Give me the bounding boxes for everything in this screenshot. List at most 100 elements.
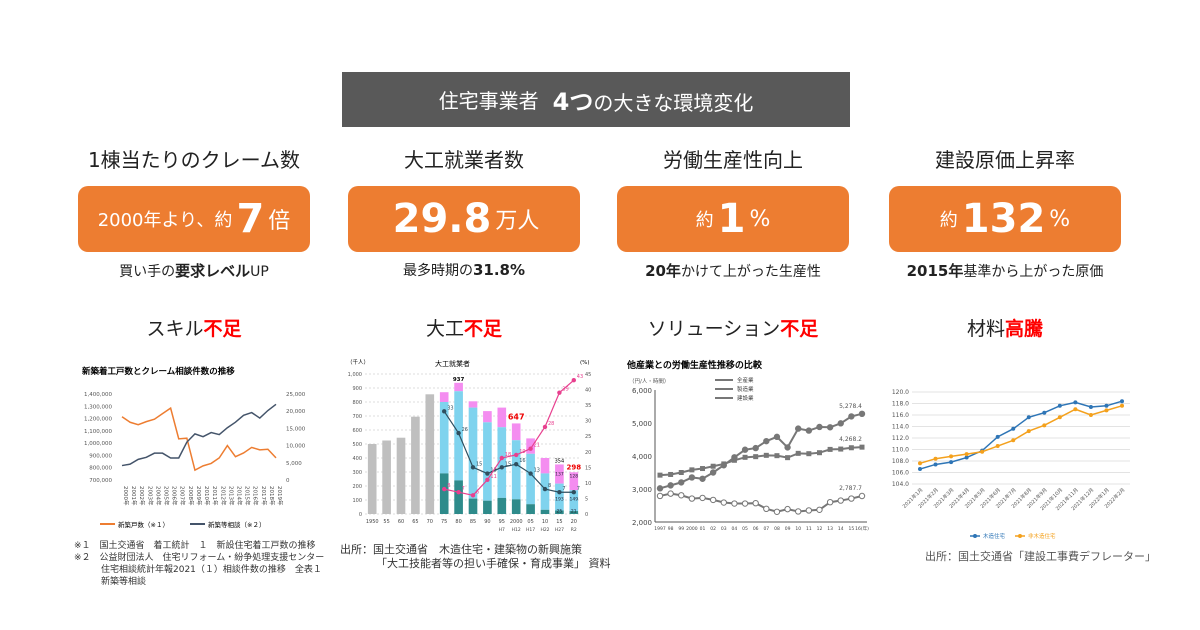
x-tick-label: 2012年 <box>219 486 227 506</box>
pct-point <box>442 409 447 414</box>
subtitle-text: 基準から上がった原価 <box>963 264 1104 280</box>
x-tick-label: 10 <box>542 519 548 525</box>
pct-point <box>485 471 490 476</box>
marker-circle <box>826 424 834 431</box>
y-tick-label: 5,000 <box>632 420 652 428</box>
marker-circle <box>731 454 738 461</box>
pct-label: 11 <box>490 474 496 480</box>
x-tick-label: 1950 <box>366 519 379 525</box>
y-tick-label: 110.0 <box>892 447 909 454</box>
pct-point <box>514 462 519 467</box>
y-tick-label: 3,000 <box>632 486 652 494</box>
series-point <box>964 455 969 460</box>
marker-circle <box>795 508 802 515</box>
bar-segment-over60 <box>511 423 521 441</box>
x-tick-label: 20 <box>571 519 577 525</box>
y-tick-label: 500 <box>352 442 362 448</box>
marker-circle <box>699 494 706 502</box>
series-point <box>1057 403 1062 408</box>
marker-circle <box>667 482 674 489</box>
marker-circle <box>678 479 685 486</box>
issue-text: ソリューション <box>647 318 781 340</box>
pct-point <box>528 446 533 451</box>
bar-segment-under30 <box>468 498 478 514</box>
x-tick-label: 2015年 <box>244 486 252 506</box>
y2-tick-label: 25 <box>585 434 591 440</box>
series-point <box>1104 403 1109 408</box>
series-point <box>1120 399 1124 404</box>
data-label: 128 <box>570 474 579 480</box>
pct-label: 7 <box>562 486 565 492</box>
marker-circle <box>752 499 759 507</box>
x-tick-label: 11 <box>806 526 812 532</box>
issue-text: 大工 <box>425 318 464 340</box>
pct-label: 19 <box>519 449 525 455</box>
end-label: 5,278.4 <box>839 403 862 410</box>
x-tick-label: 05 <box>742 526 748 532</box>
x-tick-label: 2016年 <box>252 486 260 506</box>
banner-bold: 4つ <box>552 88 594 116</box>
column-subtitle: 最多時期の31.8% <box>348 260 580 280</box>
series-point <box>1073 400 1078 405</box>
legend-label: 新築戸数（※１） <box>118 520 169 529</box>
x-tick-label: 80 <box>455 519 461 525</box>
y-tick-label: 300 <box>352 470 362 476</box>
column-4: 建設原価上昇率 約 132% 2015年基準から上がった原価 <box>889 140 1121 281</box>
bar-segment-under30 <box>511 499 521 514</box>
x-tick-label: 16(年) <box>855 525 869 532</box>
column-1: 1棟当たりのクレーム数 2000年より、約 7 倍 買い手の要求レベルUP <box>78 140 310 281</box>
pct-point <box>571 490 576 495</box>
series-point <box>1120 403 1124 408</box>
source-line: 「大工技能者等の担い手確保・育成事業」 資料 <box>376 557 611 570</box>
marker-circle <box>656 485 664 492</box>
y-tick-label: 112.0 <box>892 435 909 442</box>
y2-tick-label: 5,000 <box>286 461 302 467</box>
x-tick-label: 06 <box>753 526 759 532</box>
y-tick-label: 114.0 <box>892 424 909 431</box>
highlight-box: 2000年より、約 7 倍 <box>78 186 310 252</box>
pct-label: 16 <box>519 458 525 464</box>
issue-heading: 材料高騰 <box>889 314 1121 341</box>
x-tick-label: 2008年 <box>187 486 195 506</box>
chart-title: 新築着工戸数とクレーム相談件数の推移 <box>82 366 235 377</box>
bar-segment-over60 <box>497 407 507 428</box>
x-tick-label: 15 <box>849 526 855 532</box>
y-tick-label: 118.0 <box>892 401 909 408</box>
pct-label: 7 <box>577 486 580 492</box>
marker-square <box>763 452 769 458</box>
column-2: 大工就業者数 29.8 万人 最多時期の31.8% <box>348 140 580 280</box>
series-point <box>1042 423 1047 428</box>
subtitle-text: UP <box>250 264 269 280</box>
pct-point <box>456 490 461 495</box>
x-tick-label: 60 <box>398 519 404 525</box>
y-tick-label: 900,000 <box>89 453 112 459</box>
x-subtick-label: H7 <box>499 527 505 533</box>
pct-point <box>542 486 548 492</box>
banner-suffix: の大きな環境変化 <box>593 91 754 115</box>
pct-point <box>485 477 490 482</box>
marker-circle <box>805 427 813 434</box>
pct-label: 33 <box>447 405 453 411</box>
bar-segment-under30 <box>540 509 550 514</box>
bar-segment-under30 <box>483 500 492 514</box>
bar-segment-under30 <box>526 504 535 514</box>
column-title: 建設原価上昇率 <box>935 148 1075 172</box>
data-label: 137 <box>555 472 564 478</box>
series-line-1 <box>121 406 277 472</box>
legend-marker <box>1018 534 1022 538</box>
x-tick-label: 13 <box>827 526 833 532</box>
y-tick-label: 1,000,000 <box>84 441 112 447</box>
x-tick-label: 2014年 <box>235 486 243 506</box>
x-tick-label: 2011年 <box>211 486 219 506</box>
marker-circle <box>837 497 844 504</box>
highlight-unit: % <box>749 206 771 232</box>
series-point <box>1104 408 1109 413</box>
y-tick-label: 600 <box>352 428 362 434</box>
highlight-prefix: 約 <box>695 210 714 231</box>
marker-square <box>816 450 822 456</box>
series-line <box>919 405 1123 465</box>
issue-text: 材料 <box>966 318 1005 340</box>
y-tick-label: 100 <box>352 498 362 504</box>
bar-segment-over60 <box>439 392 449 402</box>
x-tick-label: 01 <box>700 526 706 532</box>
